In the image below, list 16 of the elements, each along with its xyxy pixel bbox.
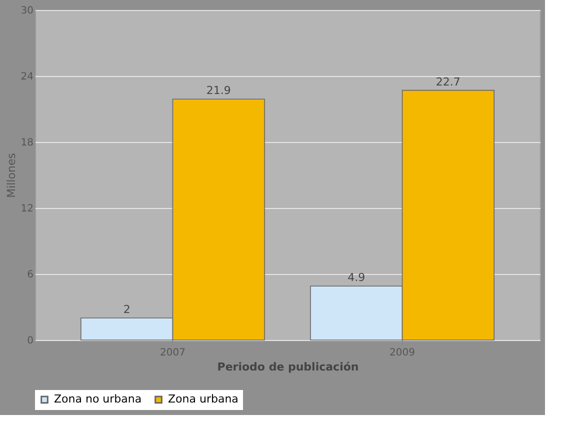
x-axis-title: Periodo de publicación xyxy=(217,360,359,374)
data-label: 2 xyxy=(123,303,130,316)
legend-label: Zona no urbana xyxy=(54,392,142,406)
y-tick-label: 12 xyxy=(20,204,34,214)
y-tick-label: 6 xyxy=(27,270,34,280)
legend-label: Zona urbana xyxy=(168,392,238,406)
y-tick-label: 24 xyxy=(20,72,34,82)
data-label: 22.7 xyxy=(436,75,460,88)
data-label: 21.9 xyxy=(206,84,231,98)
x-tick-label: 2007 xyxy=(160,348,186,358)
y-tick-label: 18 xyxy=(20,138,34,148)
y-tick-label: 0 xyxy=(27,336,34,346)
y-axis-title: Millones xyxy=(4,152,18,198)
x-tick-label: 2009 xyxy=(390,348,415,358)
data-label: 4.9 xyxy=(348,271,366,284)
y-tick-label: 30 xyxy=(20,6,34,16)
